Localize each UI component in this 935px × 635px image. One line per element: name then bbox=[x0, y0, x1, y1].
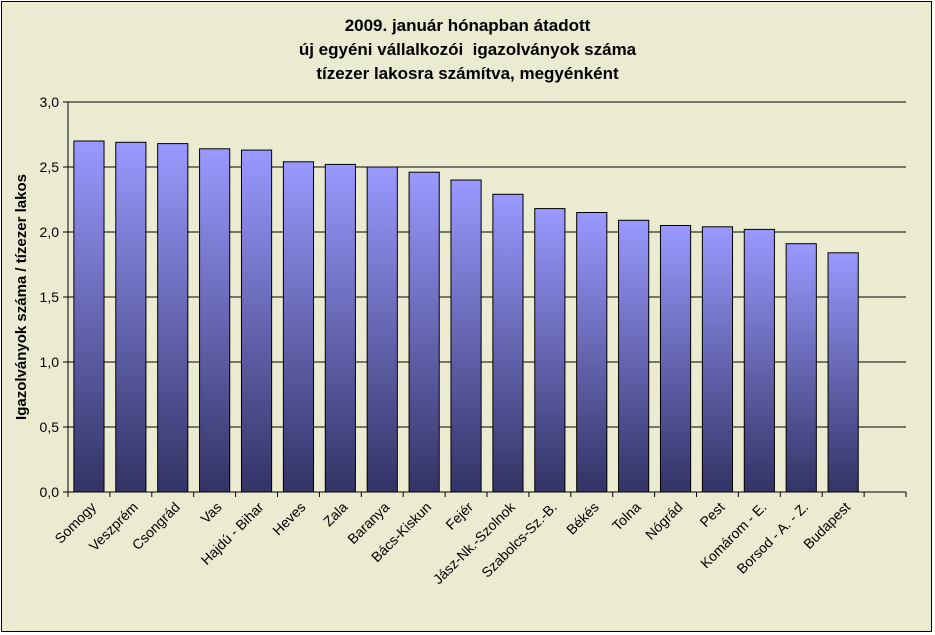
bar bbox=[701, 226, 734, 493]
y-tick-label: 3,0 bbox=[40, 94, 60, 110]
gridlines bbox=[68, 101, 906, 428]
y-tick-label: 0,0 bbox=[40, 484, 60, 500]
bar bbox=[659, 225, 692, 493]
x-tick-label: Békés bbox=[563, 499, 602, 538]
chart-title: 2009. január hónapban átadott új egyéni … bbox=[2, 14, 933, 86]
bar bbox=[115, 141, 147, 493]
bar bbox=[73, 140, 105, 493]
y-tick-label: 1,0 bbox=[40, 354, 60, 370]
x-tick-label: Vas bbox=[197, 499, 225, 527]
bar bbox=[324, 163, 356, 493]
chart-title-line-2: új egyéni vállalkozói igazolványok száma bbox=[298, 40, 637, 59]
y-tick-label: 2,5 bbox=[40, 159, 60, 175]
bar bbox=[618, 219, 650, 493]
y-tick-labels: 0,0 0,5 1,0 1,5 2,0 2,5 3,0 bbox=[40, 94, 60, 500]
y-tick-label: 0,5 bbox=[40, 419, 60, 435]
x-tick-label: Pest bbox=[696, 499, 727, 530]
x-tick-label: Zala bbox=[320, 499, 351, 530]
x-tick-label: Budapest bbox=[800, 499, 853, 552]
bar bbox=[366, 166, 398, 493]
axes bbox=[63, 101, 907, 497]
y-tick-label: 1,5 bbox=[40, 289, 60, 305]
x-tick-label: Nógrád bbox=[642, 499, 686, 543]
bar bbox=[408, 171, 440, 493]
y-tick-label: 2,0 bbox=[40, 224, 60, 240]
bar bbox=[240, 149, 273, 493]
y-axis-label: Igazolványok száma / tízezer lakos bbox=[13, 174, 30, 420]
x-tick-label: Heves bbox=[269, 499, 308, 538]
x-tick-label: Tolna bbox=[609, 499, 644, 534]
bar bbox=[492, 193, 524, 493]
bar bbox=[534, 208, 566, 493]
bars bbox=[73, 140, 859, 493]
bar bbox=[157, 143, 189, 493]
x-tick-label: Fejér bbox=[442, 499, 476, 533]
bar bbox=[199, 148, 231, 493]
bar bbox=[450, 179, 482, 493]
bar bbox=[576, 212, 608, 493]
x-tick-label: Szabolcs-Sz.-B. bbox=[478, 499, 560, 581]
chart-title-line-3: tízezer lakosra számítva, megyénként bbox=[316, 64, 619, 83]
bar bbox=[827, 252, 859, 493]
bar bbox=[785, 243, 817, 493]
bar bbox=[743, 228, 775, 493]
chart-title-line-1: 2009. január hónapban átadott bbox=[344, 16, 591, 35]
bar bbox=[282, 161, 315, 493]
